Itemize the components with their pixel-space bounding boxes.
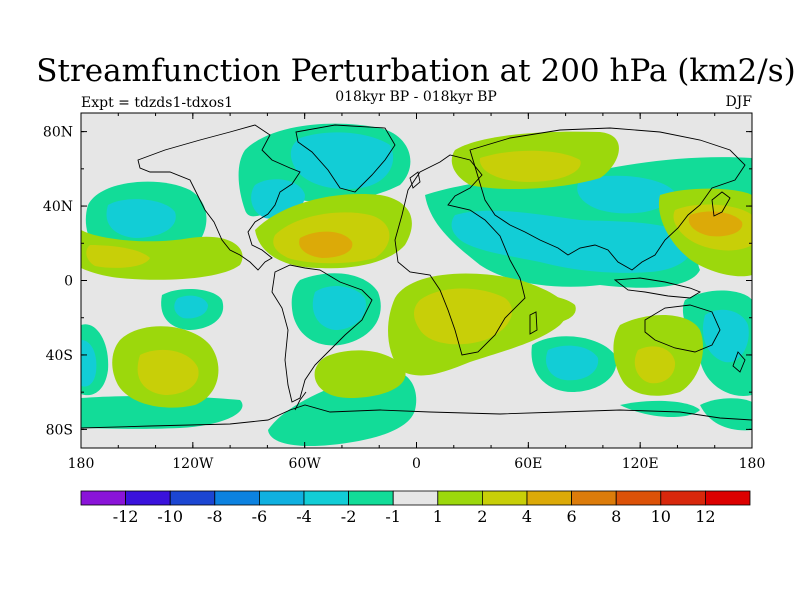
colorbar-swatch	[615, 490, 662, 506]
contour-greenland-core	[290, 132, 394, 190]
coastline-antarctica	[81, 404, 752, 429]
colorbar-swatch	[437, 490, 483, 506]
coastline-greenland	[295, 124, 396, 193]
x-tick-label: 120W	[172, 456, 214, 472]
x-tick-label: 60E	[514, 456, 542, 472]
x-tick-label: 180	[739, 456, 766, 472]
coastline-asia	[469, 127, 746, 271]
colorbar-label: -6	[252, 507, 268, 526]
colorbar-label: 12	[695, 507, 715, 526]
colorbar-label: 2	[477, 507, 487, 526]
colorbar-label: 6	[567, 507, 577, 526]
coastline-south-america	[271, 264, 373, 403]
contour-level-plus4	[299, 211, 743, 258]
coastline-japan	[711, 191, 731, 217]
x-tick-labels: 180 120W 60W 0 60E 120E 180	[68, 456, 766, 472]
contour-south-pacific-core	[137, 349, 199, 395]
colorbar-label: 10	[651, 507, 671, 526]
colorbar-swatch	[705, 490, 751, 506]
colorbar-label: -4	[296, 507, 312, 526]
colorbar-swatch	[214, 490, 260, 506]
axis-ticks	[80, 113, 753, 448]
contour-caribbean-core	[299, 231, 353, 258]
contour-antarctic-left	[81, 395, 243, 429]
coastline-australia	[644, 304, 721, 353]
colorbar-label: 1	[433, 507, 443, 526]
contour-level-plus2	[86, 150, 752, 395]
colorbar-swatch	[526, 490, 572, 506]
y-tick-label: 0	[64, 274, 73, 290]
x-tick-label: 120E	[622, 456, 659, 472]
contour-central-pacific-core	[86, 245, 150, 268]
contour-southern-indian-core	[545, 345, 599, 381]
contour-antarctic-right	[700, 398, 752, 431]
contour-west-pacific-max	[688, 211, 743, 237]
coastline-madagascar	[529, 311, 538, 335]
colorbar-swatch	[258, 490, 305, 506]
colorbar-label: -8	[207, 507, 223, 526]
colorbar-swatch	[481, 490, 528, 506]
colorbar-label: 8	[611, 507, 621, 526]
x-tick-label: 60W	[289, 456, 322, 472]
season-label: DJF	[725, 94, 752, 110]
contour-siberia-core	[577, 175, 675, 214]
y-tick-label: 80S	[46, 422, 73, 438]
colorbar-swatch	[125, 490, 171, 506]
colorbar-swatch	[169, 490, 216, 506]
contour-central-asia-core	[479, 150, 581, 182]
coastline-north-america	[137, 124, 301, 271]
contour-southern-africa-core	[414, 288, 513, 345]
coastlines	[81, 124, 752, 429]
colorbar-label: -10	[157, 507, 183, 526]
experiment-label: Expt = tdzds1-tdxos1	[81, 95, 233, 111]
coastline-new-zealand	[732, 351, 746, 373]
contour-ne-pacific-core	[106, 199, 176, 238]
colorbar-label: 4	[522, 507, 532, 526]
x-tick-label: 0	[412, 456, 421, 472]
colorbar-label: -1	[385, 507, 401, 526]
y-tick-label: 80N	[43, 125, 73, 141]
colorbar-swatch	[392, 490, 439, 506]
colorbar-swatch	[303, 490, 349, 506]
colorbar-label: -2	[341, 507, 357, 526]
contour-south-pacific-west-core	[81, 340, 97, 387]
colorbar-swatch	[660, 490, 706, 506]
coastline-europe-africa	[394, 154, 526, 356]
contour-antarctic-ross-sea	[620, 400, 700, 417]
coastline-maritime-continent	[613, 277, 702, 299]
y-tick-label: 40N	[43, 199, 73, 215]
y-tick-label: 40S	[46, 348, 73, 364]
y-tick-labels: 80N 40N 0 40S 80S	[43, 125, 73, 439]
contour-australia-core	[702, 309, 749, 363]
colorbar-label: -12	[113, 507, 139, 526]
coastline-british-isles	[409, 171, 421, 189]
chart-subtitle: 018kyr BP - 018kyr BP	[335, 89, 497, 105]
colorbar-swatch	[80, 490, 126, 506]
colorbar: -12 -10 -8 -6 -4 -2 -1 1 2 4 6 8 10 12	[80, 490, 751, 526]
contour-east-pacific-core	[174, 295, 208, 319]
coastline-antarctic-peninsula	[294, 391, 307, 411]
contour-fields	[81, 123, 752, 447]
contour-south-atlantic	[314, 350, 406, 398]
contour-south-america-core	[312, 286, 366, 330]
colorbar-swatch	[348, 490, 394, 506]
colorbar-swatch	[571, 490, 617, 506]
contour-southwest-pacific-core	[634, 346, 676, 384]
chart-title: Streamfunction Perturbation at 200 hPa (…	[36, 53, 795, 89]
map-panel: 180 120W 60W 0 60E 120E 180 80N 40N 0 40S 80S	[43, 112, 766, 472]
x-tick-label: 180	[68, 456, 95, 472]
